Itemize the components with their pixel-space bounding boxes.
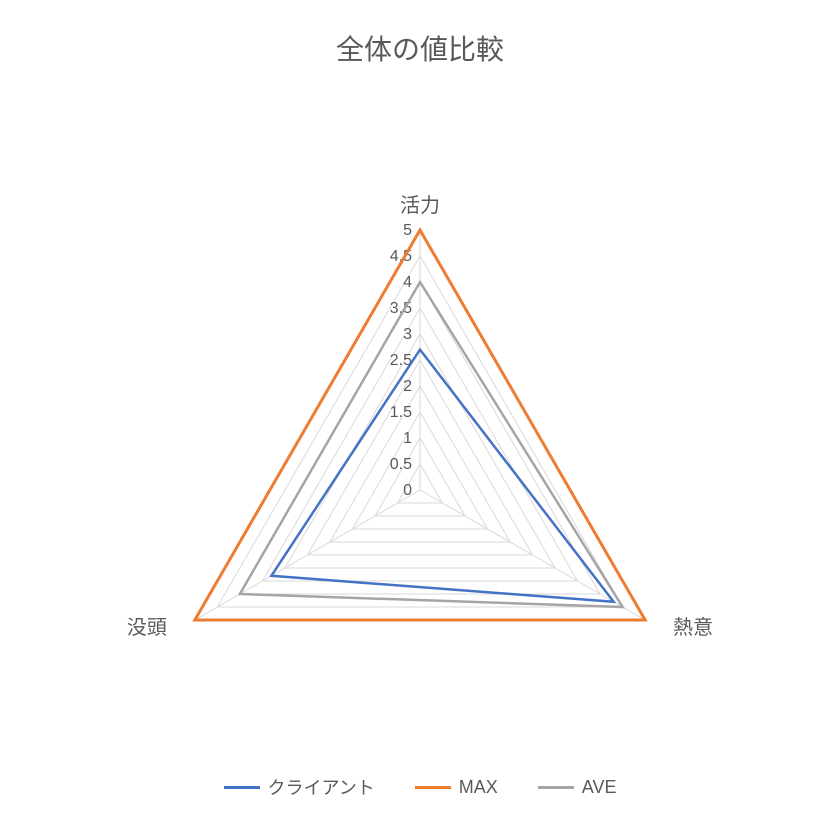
tick-label: 0: [403, 482, 412, 499]
axis-label: 熱意: [673, 616, 713, 639]
radar-chart: 00.511.522.533.544.55活力熱意没頭: [0, 110, 840, 730]
tick-label: 2: [403, 378, 412, 395]
legend-label: AVE: [582, 777, 617, 798]
tick-label: 4: [403, 274, 412, 291]
legend-label: クライアント: [268, 774, 375, 800]
legend: クライアント MAX AVE: [0, 774, 840, 800]
axis-label: 活力: [400, 194, 440, 217]
tick-label: 1: [403, 430, 412, 447]
legend-swatch: [415, 786, 451, 789]
chart-container: 全体の値比較 00.511.522.533.544.55活力熱意没頭 クライアン…: [0, 0, 840, 840]
tick-label: 3: [403, 326, 412, 343]
legend-swatch: [538, 786, 574, 789]
legend-item: クライアント: [224, 774, 375, 800]
legend-item: AVE: [538, 774, 617, 800]
chart-title: 全体の値比較: [0, 28, 840, 68]
tick-label: 1.5: [390, 404, 412, 421]
axis-label: 没頭: [127, 616, 167, 639]
legend-item: MAX: [415, 774, 498, 800]
legend-label: MAX: [459, 777, 498, 798]
legend-swatch: [224, 786, 260, 789]
tick-label: 0.5: [390, 456, 412, 473]
tick-label: 5: [403, 222, 412, 239]
